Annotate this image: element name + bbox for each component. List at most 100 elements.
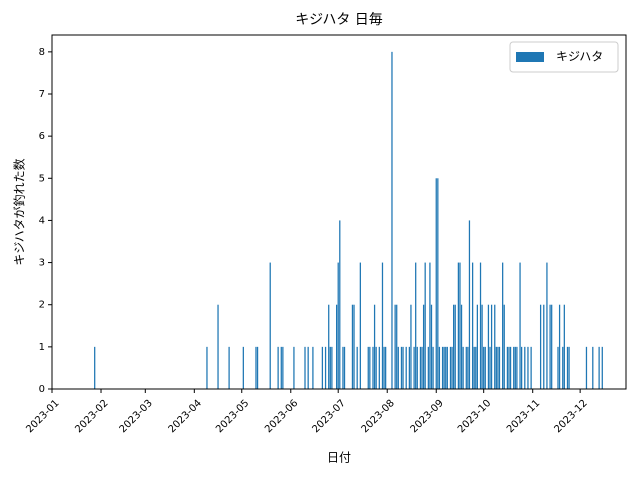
y-tick-label: 3	[39, 258, 45, 269]
bar	[438, 346, 441, 389]
bar	[429, 262, 431, 389]
x-tick-label: 2023-06	[263, 398, 300, 435]
x-tick-label: 2023-02	[73, 398, 110, 435]
bar	[506, 346, 509, 389]
bar	[400, 346, 403, 389]
bar	[568, 346, 570, 389]
bar	[339, 220, 341, 389]
bar	[435, 178, 437, 389]
y-tick-label: 2	[39, 300, 45, 311]
bar	[408, 346, 410, 389]
bar	[497, 346, 499, 389]
bar	[255, 346, 257, 389]
bar	[475, 346, 477, 389]
bar	[351, 304, 354, 389]
y-tick-label: 5	[39, 173, 45, 184]
x-tick-label: 2023-12	[552, 398, 589, 435]
x-tick-label: 2023-09	[409, 398, 446, 435]
bar	[415, 262, 417, 389]
bar	[430, 304, 433, 389]
x-tick-label: 2023-03	[118, 398, 155, 435]
bar	[557, 346, 559, 389]
x-tick-label: 2023-10	[456, 398, 493, 435]
bar	[490, 304, 493, 389]
bar	[304, 346, 306, 389]
bar	[427, 346, 429, 389]
bar	[337, 262, 339, 389]
bar	[487, 304, 490, 389]
bar	[467, 346, 469, 389]
bar	[391, 51, 393, 389]
bar	[527, 346, 529, 389]
bar	[396, 304, 398, 389]
bar	[459, 262, 461, 389]
bar	[432, 346, 434, 389]
bar	[543, 304, 545, 389]
bar	[353, 304, 355, 389]
bar	[558, 304, 561, 389]
legend: キジハタ	[509, 41, 619, 73]
x-axis-label: 日付	[327, 451, 351, 465]
bar	[481, 304, 483, 389]
bar	[445, 346, 447, 389]
bar	[378, 346, 380, 389]
bar	[372, 346, 374, 389]
bar	[489, 346, 491, 389]
bar	[394, 304, 396, 389]
bar	[424, 262, 426, 389]
y-tick-label: 7	[39, 89, 45, 100]
bar	[381, 262, 384, 389]
bar	[269, 262, 271, 389]
bar	[324, 346, 327, 389]
plot-frame	[51, 34, 627, 390]
bar	[443, 346, 445, 389]
bar	[524, 346, 526, 389]
bar	[282, 346, 284, 389]
bar	[402, 346, 404, 389]
legend-label: キジハタ	[556, 50, 603, 64]
bar	[449, 346, 452, 389]
bar	[217, 304, 219, 389]
bar	[483, 346, 485, 389]
bar	[563, 304, 565, 389]
bar	[592, 346, 594, 389]
bar	[476, 304, 478, 389]
bar	[446, 346, 448, 389]
bar	[329, 346, 331, 389]
bar	[331, 346, 333, 389]
bar	[397, 346, 399, 389]
bar	[454, 304, 456, 389]
bar	[328, 304, 330, 389]
bar	[280, 346, 282, 389]
bar	[585, 346, 588, 389]
bar	[413, 346, 415, 389]
bar	[546, 262, 548, 389]
y-axis-label: キジハタが釣れた数	[12, 158, 27, 265]
bar	[566, 346, 569, 389]
x-tick-label: 2023-07	[311, 398, 348, 435]
bar	[460, 304, 463, 389]
bar	[419, 346, 422, 389]
bar	[242, 346, 244, 389]
bar	[359, 262, 361, 389]
y-tick-label: 4	[39, 215, 45, 226]
bar	[519, 262, 521, 389]
x-tick-label: 2023-05	[214, 398, 251, 435]
bar	[385, 346, 387, 389]
bar	[502, 262, 504, 389]
bar	[416, 346, 418, 389]
bar	[451, 346, 453, 389]
bar	[601, 346, 603, 389]
bar	[367, 346, 369, 389]
bar	[462, 346, 464, 389]
x-tick-label: 2023-01	[24, 398, 61, 435]
bar	[503, 304, 505, 389]
y-tick-label: 1	[39, 342, 45, 353]
legend-frame	[509, 41, 619, 73]
bar	[421, 346, 423, 389]
bar	[94, 346, 96, 389]
bar	[437, 178, 439, 389]
bar	[473, 346, 475, 389]
bar	[468, 220, 471, 389]
